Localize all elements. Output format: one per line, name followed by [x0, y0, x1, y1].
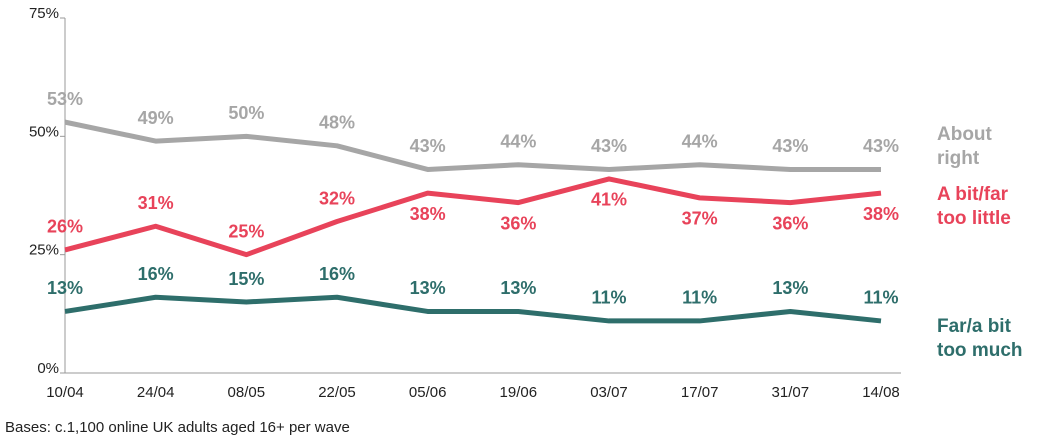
x-tick-label: 03/07: [590, 384, 628, 401]
data-label: 11%: [863, 288, 898, 308]
series-line: [64, 294, 882, 324]
data-label: 36%: [500, 213, 536, 233]
x-tick-label: 31/07: [772, 384, 810, 401]
x-tick-label: 14/08: [862, 384, 900, 401]
data-label: 43%: [863, 136, 899, 156]
data-label: 43%: [410, 136, 446, 156]
legend-label: Far/a bit too much: [937, 315, 1023, 361]
data-label: 48%: [319, 113, 355, 133]
data-label: 11%: [682, 288, 717, 308]
data-label: 43%: [772, 136, 808, 156]
series-line: [64, 119, 881, 172]
x-tick-label: 24/04: [137, 384, 175, 401]
data-label: 16%: [138, 264, 174, 284]
x-tick-label: 05/06: [409, 384, 447, 401]
data-label: 32%: [319, 188, 355, 208]
data-label: 26%: [47, 217, 83, 237]
legend-label: A bit/far too little: [937, 184, 1011, 230]
data-label: 16%: [319, 264, 355, 284]
series-line: [64, 176, 882, 258]
data-label: 36%: [772, 213, 808, 233]
data-label: 31%: [138, 193, 174, 213]
data-label: 37%: [682, 209, 718, 229]
x-tick-label: 19/06: [500, 384, 538, 401]
x-tick-label: 10/04: [46, 384, 84, 401]
footnote: Bases: c.1,100 online UK adults aged 16+…: [5, 419, 350, 436]
data-label: 44%: [682, 131, 718, 151]
data-label: 41%: [591, 190, 627, 210]
y-tick-label: 50%: [29, 123, 59, 140]
data-label: 38%: [410, 204, 446, 224]
data-label: 53%: [47, 89, 83, 109]
y-tick-label: 25%: [29, 242, 59, 259]
x-tick-label: 22/05: [318, 384, 356, 401]
data-label: 13%: [772, 278, 808, 298]
y-tick-label: 75%: [29, 5, 59, 22]
data-label: 50%: [228, 103, 264, 123]
data-label: 44%: [500, 131, 536, 151]
x-tick-label: 17/07: [681, 384, 719, 401]
x-tick-label: 08/05: [228, 384, 266, 401]
data-label: 43%: [591, 136, 627, 156]
data-label: 13%: [500, 278, 536, 298]
data-label: 13%: [47, 278, 83, 298]
data-label: 13%: [410, 278, 446, 298]
y-tick-label: 0%: [37, 360, 59, 377]
data-label: 25%: [228, 221, 264, 241]
legend-label: About right: [937, 124, 992, 170]
data-label: 15%: [228, 269, 264, 289]
data-label: 11%: [591, 288, 626, 308]
data-label: 38%: [863, 204, 899, 224]
data-label: 49%: [138, 108, 174, 128]
